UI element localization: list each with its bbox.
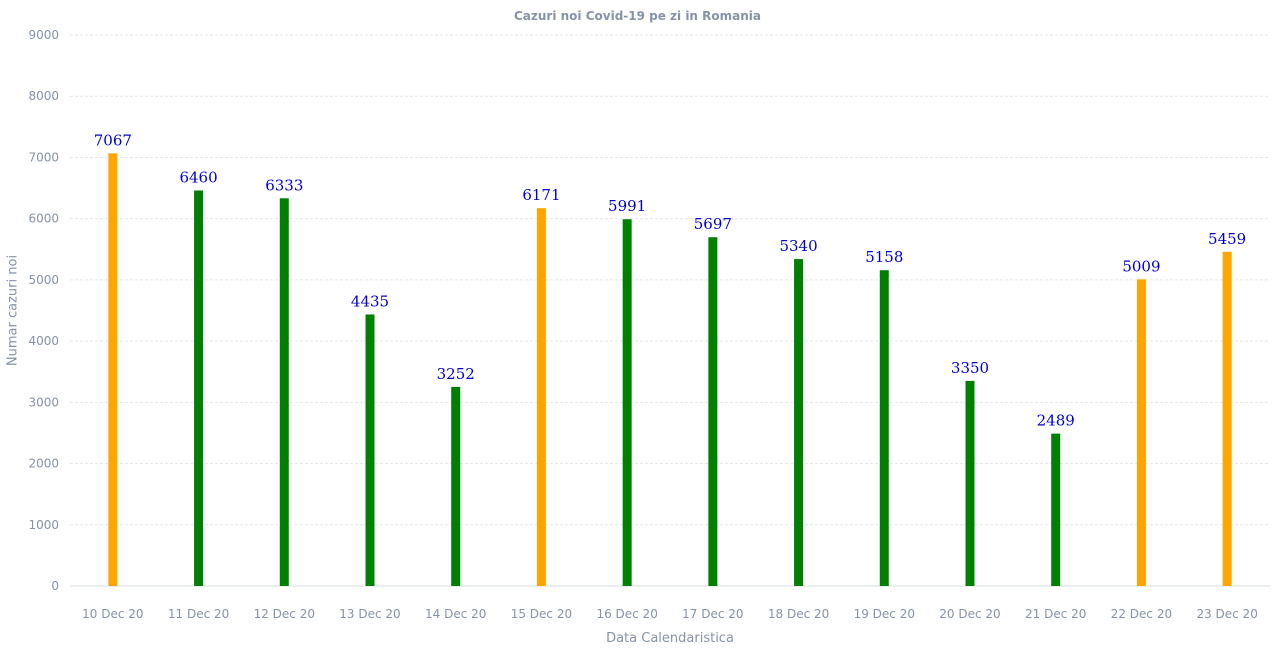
y-axis-label: Numar cazuri noi [5,254,21,367]
x-tick-label: 15 Dec 20 [511,607,572,621]
chart-title: Cazuri noi Covid-19 pe zi in Romania [513,9,761,23]
bar-value-label: 5340 [779,237,817,255]
bar [622,219,632,587]
y-tick-label: 3000 [28,395,59,409]
bar-value-label: 3350 [951,359,989,377]
bar [965,380,975,586]
bar [108,153,118,586]
y-tick-label: 4000 [28,334,59,348]
y-tick-label: 7000 [28,150,59,164]
x-tick-label: 16 Dec 20 [596,607,657,621]
bar [1051,433,1061,586]
bar [1136,279,1146,586]
x-tick-label: 18 Dec 20 [768,607,829,621]
y-tick-label: 1000 [28,518,59,532]
y-tick-label: 6000 [28,212,59,226]
bar [365,314,375,586]
x-tick-label: 11 Dec 20 [168,607,229,621]
bar-value-label: 6171 [522,186,560,204]
x-tick-label: 22 Dec 20 [1111,607,1172,621]
bar-value-label: 2489 [1037,412,1075,430]
bar-value-label: 5697 [694,215,732,233]
x-tick-label: 19 Dec 20 [854,607,915,621]
x-tick-label: 10 Dec 20 [82,607,143,621]
bar [279,198,289,586]
bar-value-label: 5991 [608,197,646,215]
x-tick-label: 21 Dec 20 [1025,607,1086,621]
y-tick-label: 8000 [28,89,59,103]
bar [708,237,718,587]
bar-value-label: 5009 [1122,257,1160,275]
bar-value-label: 5158 [865,248,903,266]
x-tick-label: 17 Dec 20 [682,607,743,621]
bar [1222,251,1232,586]
bar [879,270,889,586]
x-tick-label: 20 Dec 20 [939,607,1000,621]
bar-value-label: 6333 [265,176,303,194]
bar-value-label: 4435 [351,292,389,310]
bar-value-label: 3252 [437,365,475,383]
x-tick-label: 23 Dec 20 [1196,607,1257,621]
bar [794,259,804,586]
y-tick-label: 9000 [28,28,59,42]
x-tick-label: 14 Dec 20 [425,607,486,621]
bar-value-label: 6460 [179,169,217,187]
y-tick-label: 5000 [28,273,59,287]
bar-value-label: 5459 [1208,230,1246,248]
y-tick-label: 2000 [28,457,59,471]
x-tick-label: 13 Dec 20 [339,607,400,621]
x-axis-label: Data Calendaristica [606,631,734,646]
bar [194,190,204,586]
y-tick-label: 0 [51,579,59,593]
bar [451,386,461,586]
bar-value-label: 7067 [94,131,132,149]
bar [536,208,546,586]
x-tick-label: 12 Dec 20 [254,607,315,621]
